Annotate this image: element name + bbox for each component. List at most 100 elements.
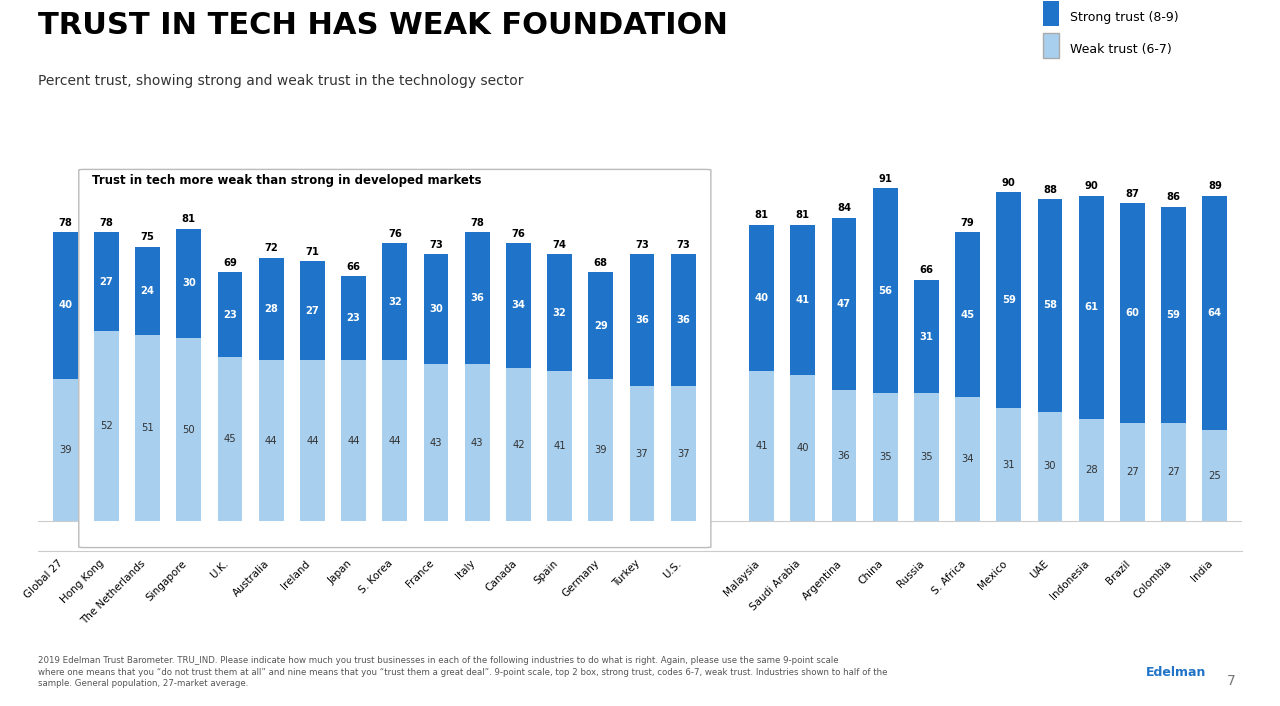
Text: TRUST IN TECH HAS WEAK FOUNDATION: TRUST IN TECH HAS WEAK FOUNDATION [38, 11, 728, 40]
Bar [1120, 203, 1144, 423]
Text: 32: 32 [553, 308, 567, 318]
Bar [93, 232, 119, 331]
Bar [52, 232, 78, 378]
Bar [424, 364, 448, 522]
Text: 73: 73 [429, 240, 443, 250]
Bar [1038, 199, 1062, 412]
Text: 69: 69 [223, 258, 237, 268]
Text: Strong trust (8-9): Strong trust (8-9) [1070, 11, 1178, 24]
Bar [218, 357, 242, 522]
Text: 41: 41 [553, 441, 566, 451]
Bar [177, 338, 201, 522]
Bar [548, 371, 572, 522]
Text: 41: 41 [796, 295, 810, 305]
Text: 40: 40 [754, 293, 768, 303]
Bar [1202, 430, 1228, 522]
Text: 27: 27 [100, 277, 113, 287]
Bar [506, 243, 531, 368]
Text: 52: 52 [100, 421, 113, 431]
Text: 27: 27 [1167, 467, 1180, 477]
Text: 23: 23 [223, 309, 237, 320]
Bar [342, 276, 366, 360]
Bar [300, 360, 325, 522]
Text: 79: 79 [961, 218, 974, 228]
Text: 36: 36 [676, 315, 690, 325]
Text: 58: 58 [1043, 301, 1057, 311]
Text: 64: 64 [1208, 308, 1222, 318]
Text: 44: 44 [265, 436, 278, 446]
Bar [506, 368, 531, 522]
Bar [589, 273, 613, 378]
Bar [1120, 423, 1144, 522]
Bar [749, 225, 774, 371]
Text: 81: 81 [182, 214, 196, 224]
Text: 60: 60 [1125, 308, 1139, 318]
Text: 88: 88 [1043, 185, 1057, 195]
Bar [589, 378, 613, 522]
Text: 78: 78 [470, 218, 484, 228]
Bar [465, 232, 489, 364]
Text: 44: 44 [347, 436, 360, 446]
Text: Weak trust (6-7): Weak trust (6-7) [1070, 43, 1171, 56]
Bar [996, 408, 1021, 522]
Text: 73: 73 [635, 240, 649, 250]
Text: 78: 78 [100, 218, 114, 228]
Bar [93, 331, 119, 522]
Text: 89: 89 [1208, 181, 1221, 191]
Text: 87: 87 [1125, 189, 1139, 198]
Text: 66: 66 [919, 265, 933, 275]
Text: 59: 59 [1166, 309, 1180, 320]
Text: 2019 Edelman Trust Barometer. TRU_IND. Please indicate how much you trust busine: 2019 Edelman Trust Barometer. TRU_IND. P… [38, 656, 888, 688]
Text: 24: 24 [141, 286, 155, 296]
Bar [342, 360, 366, 522]
Bar [630, 254, 654, 386]
Bar [383, 360, 407, 522]
Text: 45: 45 [960, 309, 974, 320]
Text: 81: 81 [754, 210, 768, 220]
Text: 34: 34 [961, 454, 974, 464]
Bar [790, 225, 815, 375]
Bar [1202, 196, 1228, 430]
Bar [671, 386, 695, 522]
Text: 35: 35 [879, 453, 891, 462]
Text: 40: 40 [796, 443, 809, 453]
Text: 36: 36 [470, 293, 484, 303]
Text: 35: 35 [920, 453, 933, 462]
Text: 28: 28 [264, 304, 278, 314]
Text: 51: 51 [141, 423, 154, 433]
Text: 30: 30 [182, 278, 196, 289]
Bar [671, 254, 695, 386]
Bar [873, 189, 897, 393]
Text: 61: 61 [1084, 302, 1098, 312]
Text: 56: 56 [878, 286, 892, 296]
Text: 47: 47 [837, 299, 851, 309]
Bar [955, 397, 980, 522]
Bar [424, 254, 448, 364]
Bar [1079, 196, 1103, 419]
Text: 31: 31 [1002, 460, 1015, 469]
Text: 76: 76 [388, 229, 402, 239]
Text: 25: 25 [1208, 471, 1221, 481]
Text: 84: 84 [837, 203, 851, 213]
Bar [465, 364, 489, 522]
Text: 27: 27 [306, 306, 319, 316]
Bar [218, 273, 242, 357]
Text: 66: 66 [347, 262, 361, 272]
Text: 31: 31 [919, 332, 933, 342]
Text: 50: 50 [183, 425, 195, 435]
Text: 39: 39 [594, 445, 607, 455]
Bar [136, 335, 160, 522]
Text: 44: 44 [306, 436, 319, 446]
Bar [955, 232, 980, 397]
Bar [914, 393, 938, 522]
Text: 71: 71 [306, 247, 320, 257]
Text: Percent trust, showing strong and weak trust in the technology sector: Percent trust, showing strong and weak t… [38, 74, 524, 88]
Text: 90: 90 [1002, 177, 1015, 188]
Text: 76: 76 [512, 229, 525, 239]
Text: 59: 59 [1002, 295, 1016, 305]
Text: 74: 74 [553, 240, 567, 250]
Text: 30: 30 [429, 304, 443, 314]
Text: 39: 39 [59, 445, 72, 455]
Text: Trust in tech more weak than strong in developed markets: Trust in tech more weak than strong in d… [92, 174, 481, 186]
Bar [52, 378, 78, 522]
